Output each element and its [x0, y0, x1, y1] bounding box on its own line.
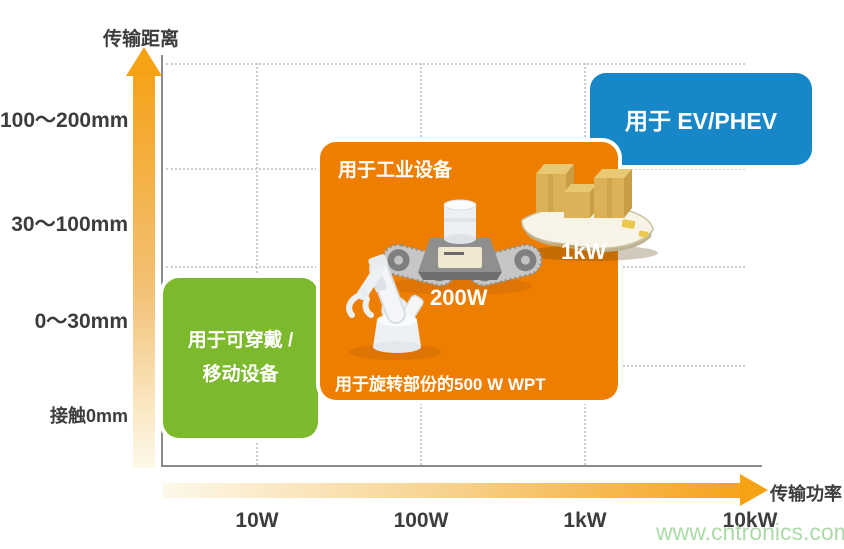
y-tick-contact-0mm: 接触0mm: [49, 406, 128, 426]
y-axis-title: 传输距离: [103, 29, 180, 50]
agv-cargo-icon: [521, 164, 658, 261]
robot-arm-icon: [346, 254, 441, 360]
industrial-agv-power-label: 1kW: [561, 239, 607, 264]
region-wearable-label-line2: 移动设备: [202, 364, 279, 385]
x-axis-title: 传输功率: [770, 484, 842, 504]
y-axis-line: [161, 55, 163, 467]
gridline-v-1: [256, 63, 258, 465]
industrial-robot-power-label: 200W: [430, 285, 488, 310]
x-axis-arrow-shaft: [163, 483, 740, 498]
tracked-robot-icon: [381, 199, 543, 295]
y-tick-30-100mm: 30～100mm: [11, 213, 128, 236]
right-arrow-icon: [740, 474, 768, 506]
gridline-h-1: [166, 63, 745, 65]
x-axis-line: [161, 465, 762, 467]
x-tick-10kw: 10kW: [722, 509, 778, 532]
watermark-text: www.cntronics.com: [656, 519, 844, 545]
y-tick-0-30mm: 0～30mm: [34, 310, 128, 333]
industrial-note-500w-wpt: 用于旋转部份的500 W WPT: [335, 375, 546, 394]
region-industrial-title: 用于工业设备: [338, 160, 453, 181]
region-wearable-mobile: 用于可穿戴 / 移动设备: [163, 278, 318, 438]
up-arrow-icon: [126, 47, 162, 76]
region-wearable-label-line1: 用于可穿戴 /: [187, 330, 294, 351]
x-tick-1kw: 1kW: [563, 509, 607, 532]
region-ev-phev: 用于 EV/PHEV: [590, 73, 812, 165]
region-ev-phev-label: 用于 EV/PHEV: [624, 108, 778, 134]
y-axis-arrow-shaft: [133, 74, 155, 468]
x-tick-10w: 10W: [235, 509, 279, 532]
x-tick-100w: 100W: [393, 509, 449, 532]
y-tick-100-200mm: 100～200mm: [0, 109, 129, 132]
